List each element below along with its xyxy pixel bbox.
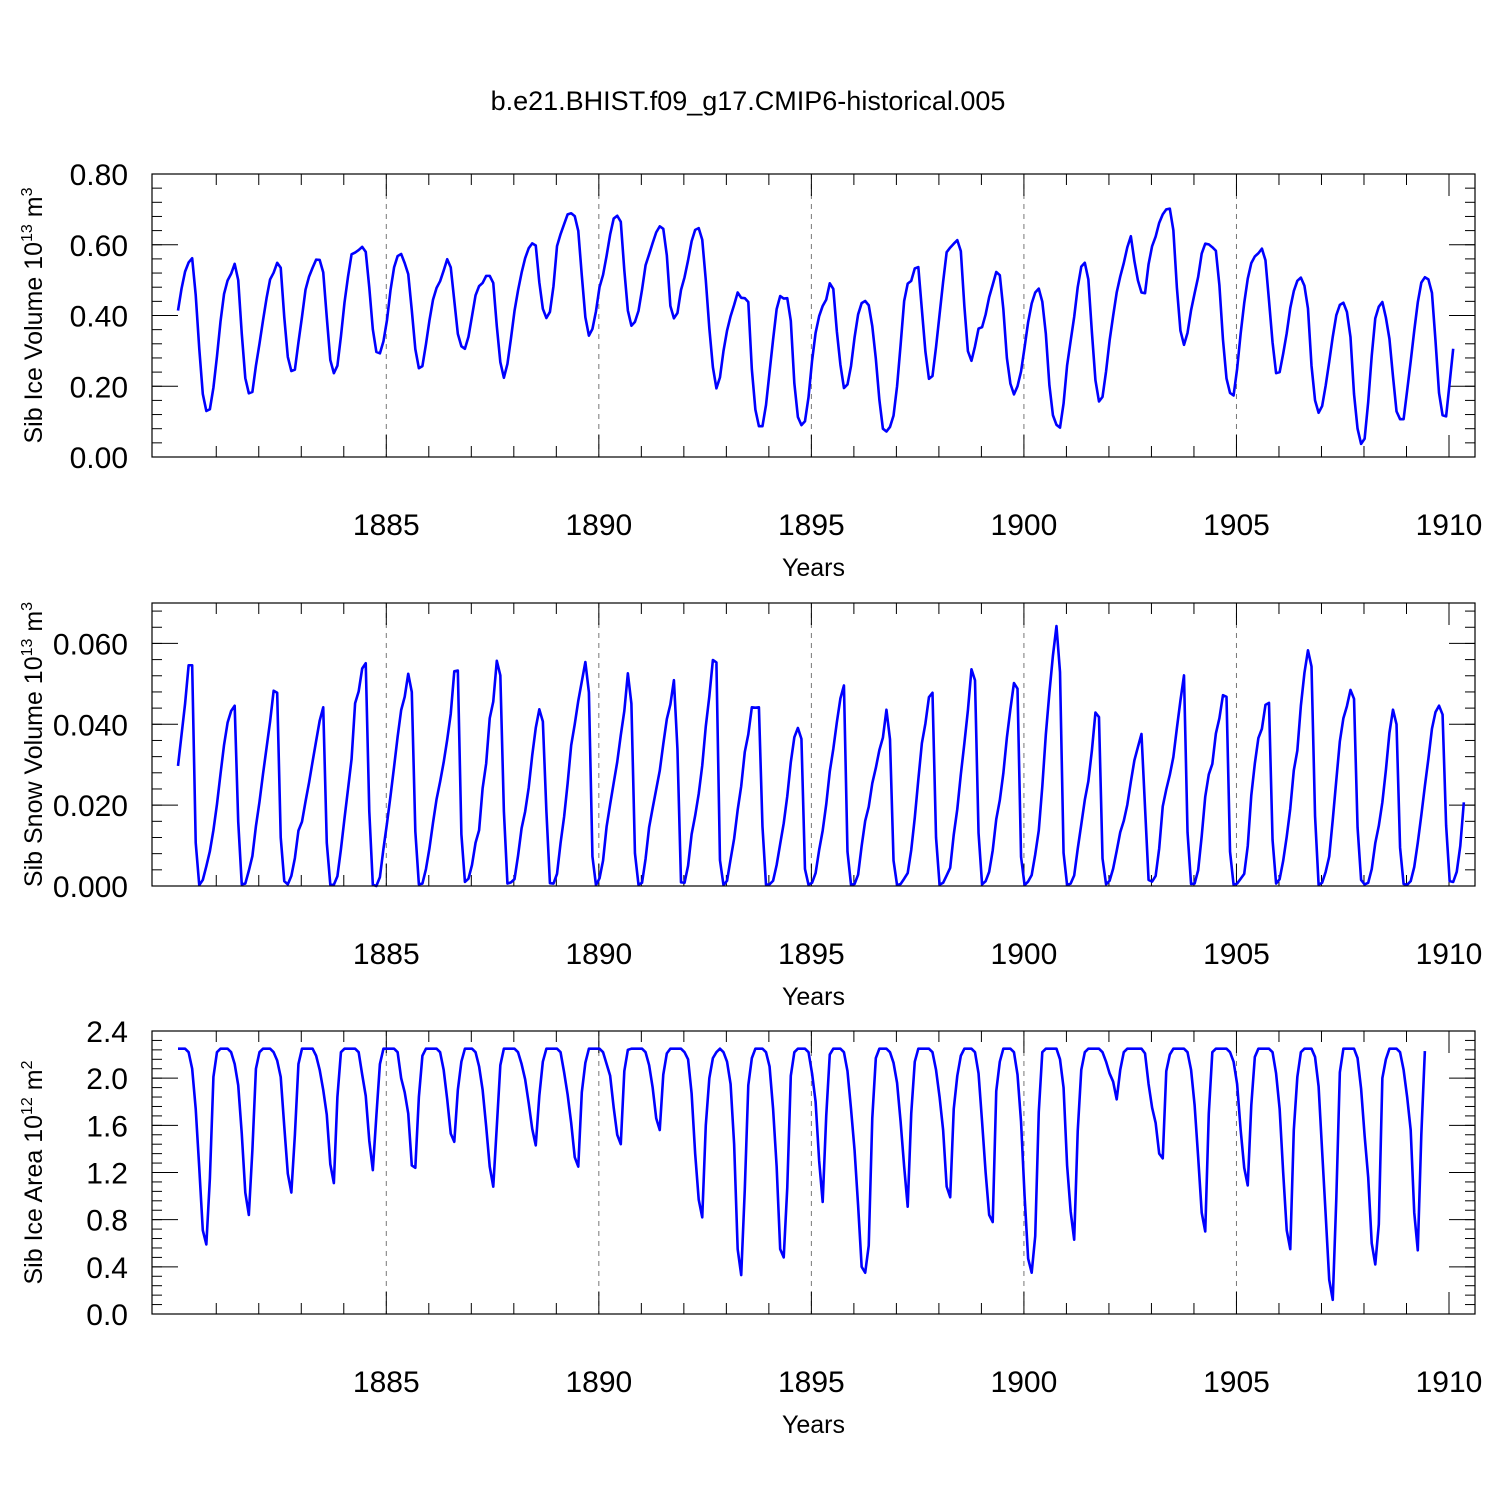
x-tick-label: 1900 [991,1366,1058,1399]
y-axis-label-superscript: 13 [19,224,36,242]
y-tick-label: 0.0 [86,1299,128,1332]
x-tick-label: 1885 [353,938,420,971]
x-tick-label: 1910 [1416,509,1483,542]
x-axis-label: Years [782,554,845,582]
x-tick-label: 1900 [991,938,1058,971]
figure-title: b.e21.BHIST.f09_g17.CMIP6-historical.005 [491,86,1006,116]
plot-frame [151,173,1476,458]
x-tick-label: 1905 [1203,938,1270,971]
x-tick-label: 1895 [778,509,845,542]
panel-ice-area: 0.0 0.4 0.8 1.2 1.6 2.0 2.4 1885 1890 1895 1900 190… [19,1016,1482,1439]
x-tick-label: 1885 [353,1366,420,1399]
x-tick-label: 1905 [1203,509,1270,542]
panel-ice-volume: 0.00 0.20 0.40 0.60 0.80 1885 1890 1895 1900 1905… [19,159,1482,582]
plot-frame [151,602,1476,887]
x-tick-label: 1900 [991,509,1058,542]
y-axis-label: Sib Ice Area 1012 m2 [19,1060,48,1284]
plot-frame [151,1030,1476,1315]
x-axis-label: Years [782,983,845,1011]
x-tick-label: 1905 [1203,1366,1270,1399]
series-line-ice-volume [176,207,1455,446]
y-axis-label-part: m [20,196,48,224]
y-axis-label-superscript: 3 [19,187,36,196]
y-axis-label-part: m [20,1069,48,1097]
series-line-ice-area [178,1047,1427,1302]
x-tick-label: 1890 [565,1366,632,1399]
y-tick-label: 0.060 [53,628,128,661]
y-tick-label: 0.60 [70,230,128,263]
y-axis-label: Sib Ice Volume 1013 m3 [19,187,48,443]
y-axis-label-superscript: 3 [19,602,36,611]
y-tick-label: 0.80 [70,159,128,192]
y-tick-label: 0.8 [86,1205,128,1238]
y-tick-label: 0.4 [86,1252,128,1285]
y-tick-label: 2.4 [86,1016,128,1049]
x-tick-label: 1895 [778,938,845,971]
y-tick-label: 0.020 [53,790,128,823]
y-axis-label-superscript: 12 [19,1097,36,1115]
y-tick-label: 1.6 [86,1110,128,1143]
y-axis-label-part: m [20,611,48,639]
x-tick-label: 1910 [1416,938,1483,971]
y-tick-label: 2.0 [86,1063,128,1096]
x-tick-label: 1885 [353,509,420,542]
y-tick-label: 0.40 [70,301,128,334]
panels-container: 0.00 0.20 0.40 0.60 0.80 1885 1890 1895 1900 1905… [19,159,1482,1439]
x-tick-label: 1890 [565,509,632,542]
series-line-snow-volume [176,624,1466,888]
y-tick-label: 1.2 [86,1158,128,1191]
y-axis-label-part: Sib Ice Area 10 [20,1115,48,1285]
x-tick-label: 1890 [565,938,632,971]
y-tick-label: 0.20 [70,371,128,404]
x-tick-label: 1895 [778,1366,845,1399]
y-tick-label: 0.040 [53,709,128,742]
y-axis-label-superscript: 2 [19,1060,36,1069]
y-axis-label: Sib Snow Volume 1013 m3 [19,602,48,887]
y-tick-label: 0.00 [70,442,128,475]
y-axis-label-superscript: 13 [19,638,36,656]
x-axis-label: Years [782,1411,845,1439]
panel-snow-volume: 0.000 0.020 0.040 0.060 1885 1890 1895 1900 1905… [19,602,1482,1011]
y-axis-label-part: Sib Snow Volume 10 [20,656,48,887]
y-axis-label-part: Sib Ice Volume 10 [20,242,48,444]
y-tick-label: 0.000 [53,871,128,904]
x-tick-label: 1910 [1416,1366,1483,1399]
